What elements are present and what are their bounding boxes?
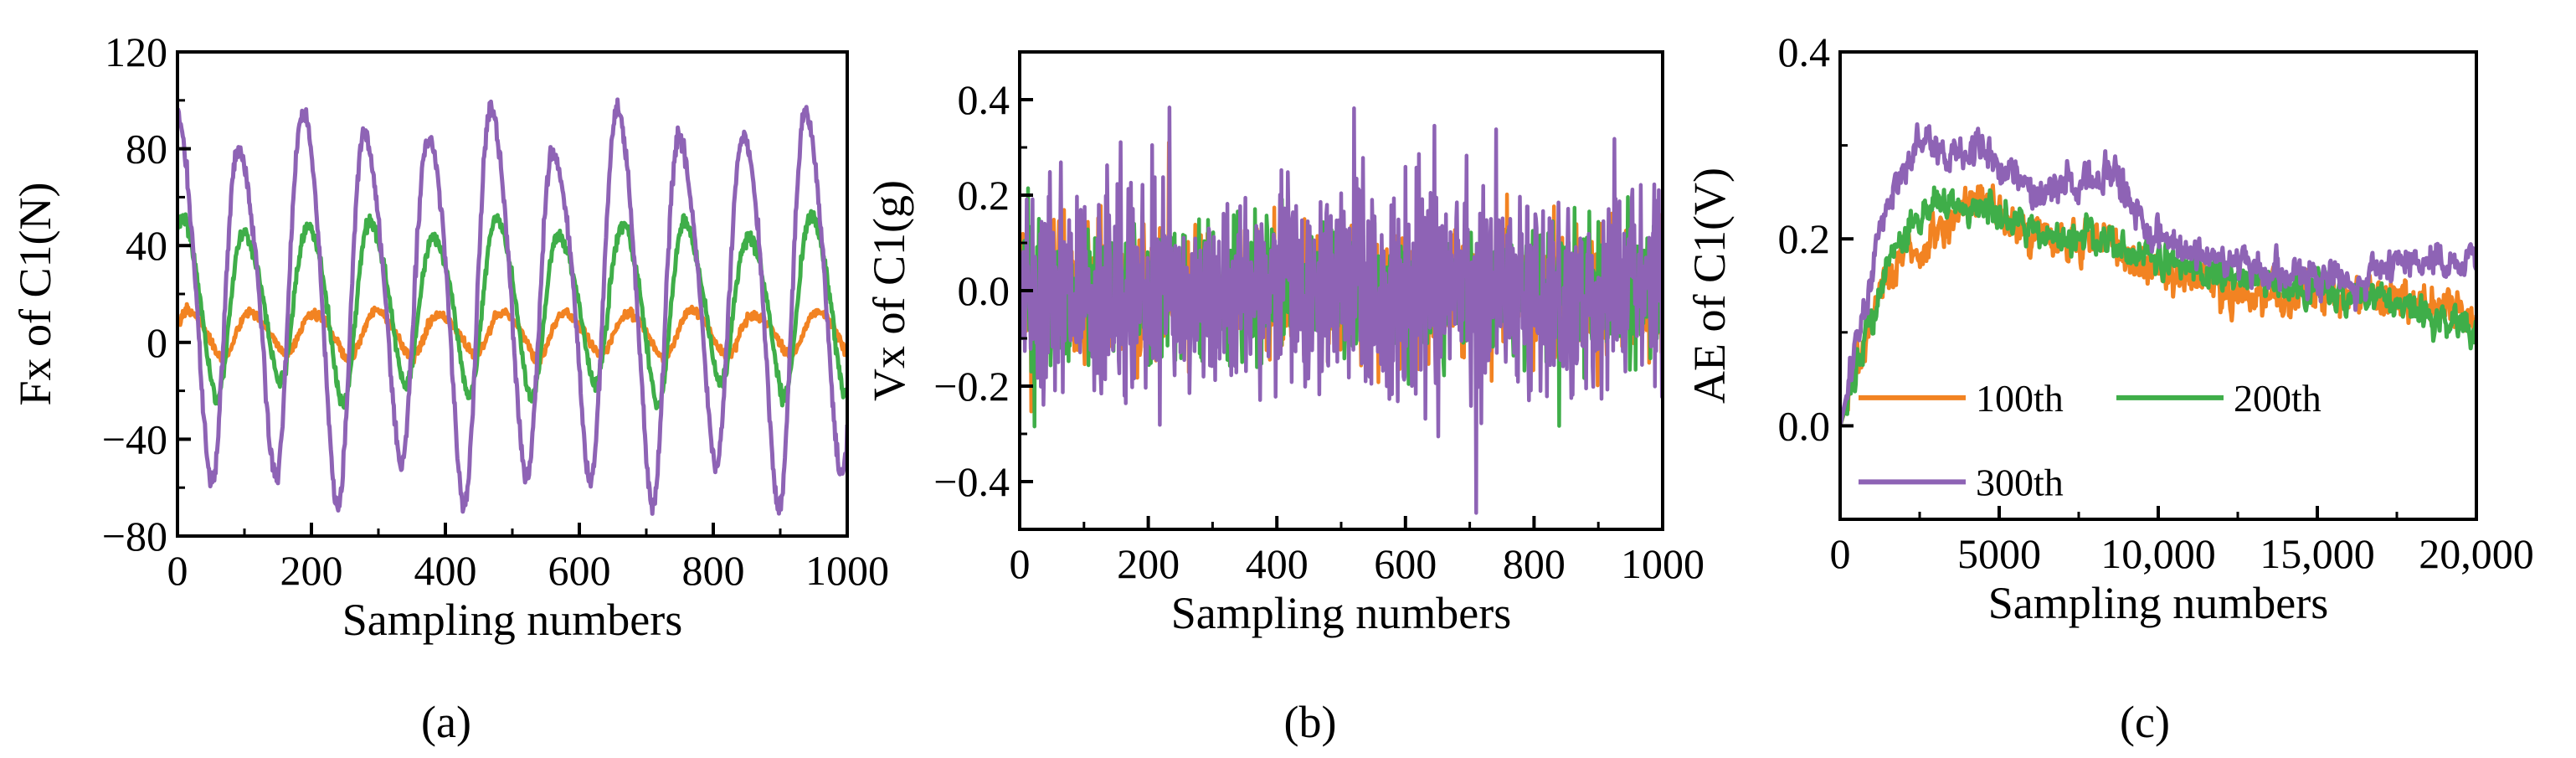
x-tick-label: 800 <box>1503 540 1566 587</box>
series-line-300th <box>1840 122 2476 426</box>
y-tick-label: −80 <box>102 513 167 559</box>
x-tick-label: 800 <box>682 547 745 594</box>
x-tick-label: 400 <box>1246 540 1309 587</box>
panel-c-ae-chart: 0 5000 10,000 15,000 20,000 0.0 0.2 0.4 Sampling… <box>1684 28 2534 628</box>
x-tick-label: 400 <box>414 547 477 594</box>
series-line-200th <box>177 209 847 410</box>
x-tick-label: 1000 <box>805 547 889 594</box>
y-tick-label: 120 <box>105 28 167 75</box>
legend: 100th 200th 300th <box>1859 377 2321 503</box>
panel-label-c: (c) <box>2120 697 2170 747</box>
legend-label-100th: 100th <box>1976 377 2064 420</box>
x-tick-label: 0 <box>1830 530 1851 577</box>
y-tick-label: −0.2 <box>933 363 1010 410</box>
y-axis-title: Fx of C1(N) <box>10 183 60 406</box>
y-tick-label: 80 <box>126 126 167 173</box>
x-axis-title: Sampling numbers <box>342 595 682 645</box>
legend-label-200th: 200th <box>2234 377 2321 420</box>
x-tick-label: 0 <box>167 547 188 594</box>
y-tick-label: −0.4 <box>933 458 1010 505</box>
x-tick-label: 200 <box>1117 540 1180 587</box>
x-tick-label: 600 <box>1374 540 1437 587</box>
x-tick-label: 15,000 <box>2260 530 2375 577</box>
panel-label-b: (b) <box>1284 697 1337 747</box>
x-tick-label: 200 <box>280 547 343 594</box>
panel-a-fx-chart: 0 200 400 600 800 1000 −80 −40 0 40 80 120 Sampling … <box>10 28 889 645</box>
panel-b-vx-chart: 0 200 400 600 800 1000 −0.4 −0.2 0.0 0.2 0.4 Sampli… <box>864 50 1704 638</box>
series-group <box>177 97 847 516</box>
x-tick-label: 0 <box>1010 540 1031 587</box>
y-tick-label: 0.2 <box>958 172 1010 219</box>
x-axis-title: Sampling numbers <box>1988 578 2328 628</box>
series-group <box>1840 122 2476 427</box>
panel-label-a: (a) <box>421 697 471 747</box>
series-group <box>1020 106 1663 515</box>
series-line-300th <box>1020 106 1663 515</box>
y-tick-label: −40 <box>102 415 167 462</box>
y-axis-title: Vx of C1(g) <box>864 180 914 401</box>
x-tick-label: 1000 <box>1621 540 1704 587</box>
y-tick-label: 40 <box>126 222 167 269</box>
y-tick-label: 0.0 <box>1778 402 1831 449</box>
y-tick-label: 0.2 <box>1778 215 1831 262</box>
x-tick-label: 5000 <box>1957 530 2041 577</box>
series-line-300th <box>177 97 847 516</box>
y-tick-label: 0.0 <box>958 267 1010 314</box>
y-axis-title: AE of C1(V) <box>1684 168 1735 404</box>
y-tick-label: 0.4 <box>1778 28 1831 75</box>
x-tick-label: 20,000 <box>2419 530 2534 577</box>
series-line-200th <box>1840 185 2476 427</box>
y-tick-label: 0.4 <box>958 76 1010 123</box>
x-axis-title: Sampling numbers <box>1171 588 1511 638</box>
y-tick-label: 0 <box>147 319 167 366</box>
x-tick-label: 600 <box>548 547 611 594</box>
legend-label-300th: 300th <box>1976 461 2064 503</box>
x-tick-label: 10,000 <box>2100 530 2216 577</box>
